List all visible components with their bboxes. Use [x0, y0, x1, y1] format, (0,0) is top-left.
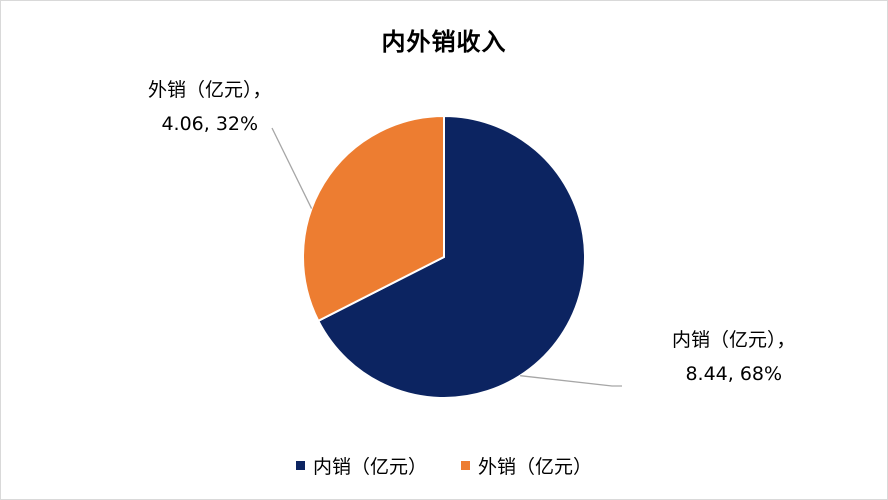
data-label-domestic: 内销（亿元）， 8.44, 68%	[672, 323, 796, 391]
leader-line-export	[271, 127, 313, 209]
data-label-export: 外销（亿元）， 4.06, 32%	[148, 73, 272, 141]
legend-swatch-export	[461, 461, 470, 470]
chart-title: 内外销收入	[381, 28, 507, 56]
legend-label-domestic: 内销（亿元）	[312, 456, 427, 478]
legend-swatch-domestic	[295, 461, 305, 470]
chart-legend: 内销（亿元） 外销（亿元）	[0, 452, 888, 479]
data-label-export-name: 外销（亿元），	[148, 79, 272, 101]
legend-item-domestic: 内销（亿元）	[295, 452, 427, 479]
pie-slice-domestic	[316, 114, 586, 399]
legend-item-export: 外销（亿元）	[461, 452, 592, 479]
data-label-domestic-value: 8.44, 68%	[685, 363, 783, 385]
leader-line-domestic	[520, 375, 622, 387]
data-label-export-value: 4.06, 32%	[161, 113, 259, 135]
data-label-domestic-name: 内销（亿元），	[672, 329, 796, 351]
pie-slice-export	[302, 114, 445, 323]
legend-label-export: 外销（亿元）	[478, 456, 593, 478]
